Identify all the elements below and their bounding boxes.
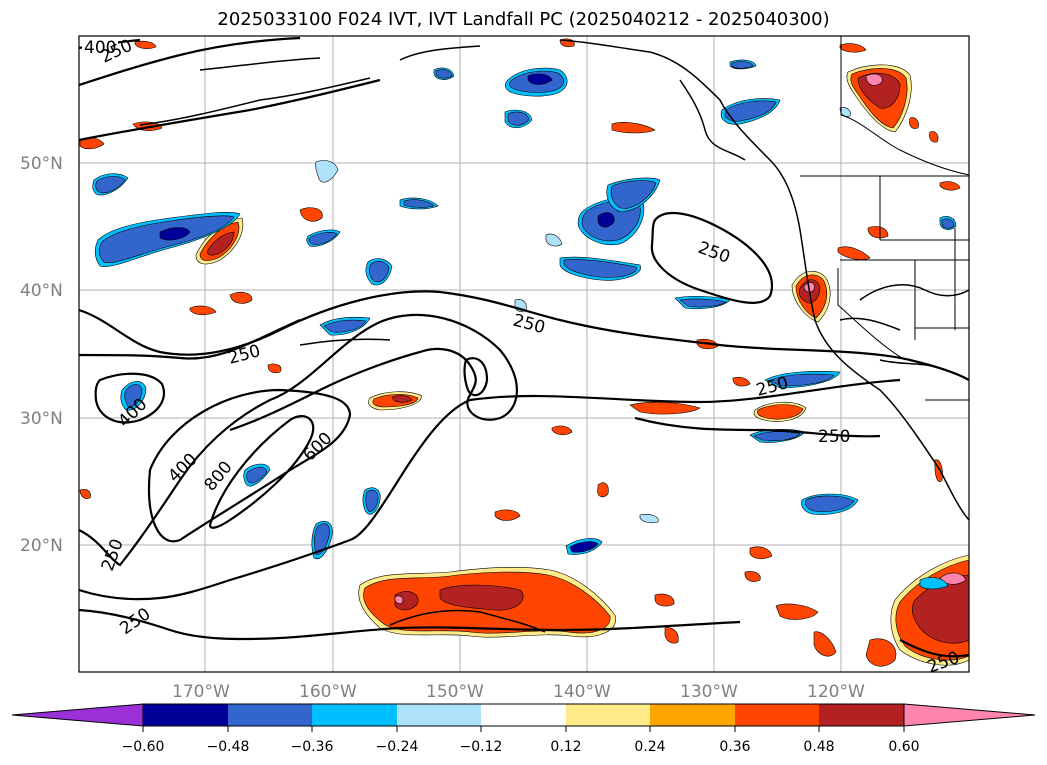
colorbar-tick-label: −0.60: [122, 739, 165, 755]
map-frame: [78, 35, 970, 673]
colorbar-tick-label: 0.36: [719, 739, 750, 755]
colorbar-tick-label: 0.48: [803, 739, 834, 755]
colorbar-swatch: [481, 704, 566, 726]
colorbar-tick-label: 0.12: [550, 739, 581, 755]
colorbar-tick-label: −0.24: [376, 739, 419, 755]
colorbar-swatch: [312, 704, 397, 726]
colorbar-extend-left: [11, 703, 144, 727]
map-title: 2025033100 F024 IVT, IVT Landfall PC (20…: [217, 9, 830, 30]
ivt-shading: [79, 38, 969, 667]
colorbar-tick-label: −0.12: [460, 739, 503, 755]
lat-label-30n: 30°N: [20, 409, 63, 429]
colorbar-tick-label: 0.60: [888, 739, 919, 755]
colorbar-swatch: [143, 704, 228, 726]
coastlines: [139, 39, 969, 633]
lat-label-50n: 50°N: [20, 154, 63, 174]
colorbar-ticks: [142, 726, 905, 732]
colorbar-swatch: [650, 704, 735, 726]
lon-label-150w: 150°W: [426, 682, 484, 702]
colorbar-swatch: [819, 704, 904, 726]
colorbar-swatch: [228, 704, 312, 726]
lon-label-140w: 140°W: [553, 682, 611, 702]
colorbar-tick-label: −0.48: [207, 739, 250, 755]
lat-label-20n: 20°N: [20, 536, 63, 556]
lat-labels: 50°N 40°N 30°N 20°N: [20, 154, 63, 556]
lat-label-40n: 40°N: [20, 281, 63, 301]
lon-label-130w: 130°W: [680, 682, 738, 702]
ivt-contours: [79, 36, 969, 658]
lon-label-170w: 170°W: [172, 682, 230, 702]
contour-label: 250: [818, 427, 850, 447]
colorbar: −0.60 −0.48 −0.36 −0.24 −0.12 0.12 0.24 …: [11, 703, 1036, 755]
borders: [800, 36, 969, 401]
lon-label-160w: 160°W: [299, 682, 357, 702]
contour-label: 400: [84, 38, 116, 58]
colorbar-tick-label: −0.36: [291, 739, 334, 755]
colorbar-swatch: [566, 704, 650, 726]
lon-label-120w: 120°W: [807, 682, 865, 702]
colorbar-swatch: [735, 704, 819, 726]
colorbar-tick-label: 0.24: [634, 739, 665, 755]
colorbar-extend-right: [903, 703, 1036, 727]
lon-labels: 170°W 160°W 150°W 140°W 130°W 120°W: [172, 682, 865, 702]
colorbar-swatch: [397, 704, 481, 726]
